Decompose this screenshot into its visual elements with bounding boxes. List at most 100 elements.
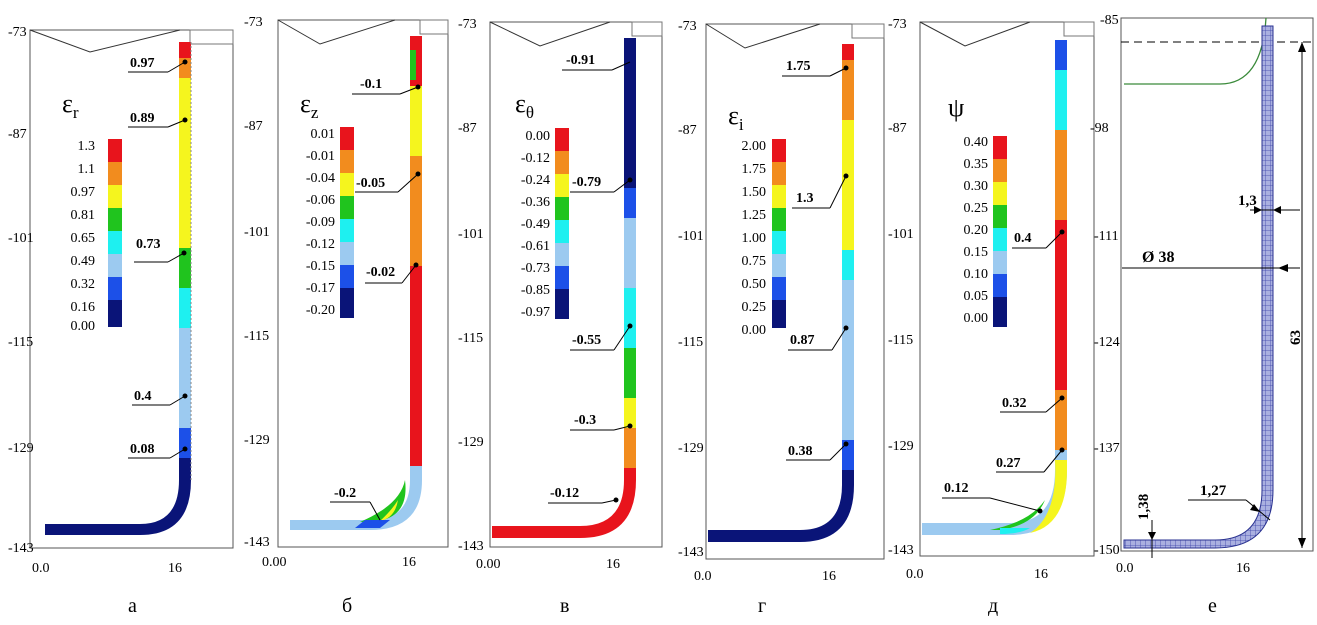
annotation-label: 0.87: [790, 333, 815, 348]
legend-label: -0.04: [306, 171, 335, 186]
legend-swatch: [772, 300, 786, 328]
y-tick: -101: [888, 227, 914, 242]
x-tick: 16: [1034, 567, 1048, 582]
panel-b-band: [410, 86, 422, 156]
dim-label: 1,38: [1136, 494, 1152, 520]
legend-label: 0.40: [964, 135, 989, 150]
y-tick: -115: [8, 335, 33, 350]
x-tick: 0.00: [262, 555, 287, 570]
dim-label: 63: [1288, 330, 1304, 345]
y-tick: -101: [8, 231, 34, 246]
y-tick: -129: [8, 441, 34, 456]
panel-v-band: [624, 398, 636, 428]
legend-label: 0.32: [71, 277, 96, 292]
annotation-label: 0.38: [788, 444, 813, 459]
y-tick: -87: [8, 127, 27, 142]
legend-label: -0.15: [306, 259, 335, 274]
panel-v-frame: [489, 21, 663, 548]
x-tick: 0.0: [1116, 561, 1134, 576]
annotation-label: -0.3: [574, 413, 596, 428]
panel-b-legend: 0.01 -0.01 -0.04 -0.06 -0.09 -0.12 -0.15…: [306, 127, 354, 318]
y-tick: -129: [678, 441, 704, 456]
legend-label: 0.00: [742, 323, 767, 338]
panel-v-band: [624, 288, 636, 348]
legend-swatch: [340, 196, 354, 219]
y-tick: -73: [888, 17, 907, 32]
annotation-label: -0.2: [334, 486, 356, 501]
legend-swatch: [108, 208, 122, 231]
panel-g-band: [842, 280, 854, 440]
panel-d: 0.40 0.35 0.30 0.25 0.20 0.15 0.10 0.05 …: [888, 17, 1095, 617]
legend-swatch: [993, 297, 1007, 327]
x-tick: 0.0: [694, 569, 712, 584]
legend-label: -0.17: [306, 281, 335, 296]
x-tick: 16: [606, 557, 620, 572]
annotation-label: -0.05: [356, 176, 385, 191]
panel-a: 1.3 1.1 0.97 0.81 0.65 0.49 0.32 0.16 0.…: [8, 25, 234, 617]
annotation-label: -0.12: [550, 486, 579, 501]
legend-swatch: [340, 219, 354, 242]
panel-g-legend: 2.00 1.75 1.50 1.25 1.00 0.75 0.50 0.25 …: [742, 139, 786, 338]
panel-e-punch-profile: [1124, 17, 1267, 85]
panel-g: 2.00 1.75 1.50 1.25 1.00 0.75 0.50 0.25 …: [678, 19, 885, 617]
legend-label: 0.49: [71, 254, 96, 269]
panel-g-quantity-symbol: εi: [728, 101, 744, 134]
legend-label: 0.25: [964, 201, 989, 216]
panel-g-band: [842, 440, 854, 470]
panel-e-mesh: [1123, 25, 1274, 549]
y-tick: -137: [1094, 441, 1120, 456]
legend-label: 0.81: [71, 208, 96, 223]
x-tick: 0.00: [476, 557, 501, 572]
y-tick: -115: [888, 333, 913, 348]
panel-d-annotations: 0.4 0.32 0.27 0.12: [942, 229, 1065, 514]
x-tick: 16: [1236, 561, 1250, 576]
y-tick: -73: [678, 19, 697, 34]
panel-a-frame: [29, 29, 234, 549]
legend-swatch: [772, 162, 786, 185]
legend-swatch: [555, 151, 569, 174]
legend-swatch: [772, 277, 786, 300]
legend-label: -0.06: [306, 193, 335, 208]
panel-g-band: [842, 44, 854, 60]
panel-b-bottom: [290, 466, 422, 530]
panel-v-die: [631, 21, 663, 37]
annotation-label: 0.12: [944, 481, 969, 496]
legend-swatch: [108, 139, 122, 162]
panel-a-legend: 1.3 1.1 0.97 0.81 0.65 0.49 0.32 0.16 0.…: [71, 139, 122, 334]
y-tick: -129: [888, 439, 914, 454]
panel-a-annotations: 0.97 0.89 0.73 0.4 0.08: [128, 56, 188, 459]
legend-swatch: [108, 185, 122, 208]
panel-d-band: [1055, 220, 1067, 390]
annotation-label: 0.89: [130, 111, 155, 126]
panel-b-frame: [277, 19, 449, 548]
panel-a-quantity-symbol: εr: [62, 89, 79, 122]
panel-g-annotations: 1.75 1.3 0.87 0.38: [782, 59, 849, 461]
panel-g-die: [851, 23, 885, 39]
panel-b-bottom-band: [355, 520, 390, 528]
legend-swatch: [555, 174, 569, 197]
panel-d-frame: [919, 21, 1095, 557]
annotation-label: -0.02: [366, 265, 395, 280]
panel-a-bottom: [45, 458, 191, 535]
legend-label: 0.00: [71, 319, 96, 334]
legend-label: 0.35: [964, 157, 989, 172]
panel-v-bottom: [492, 468, 636, 538]
legend-label: 0.25: [742, 300, 767, 315]
legend-swatch: [772, 139, 786, 162]
legend-label: -0.97: [521, 305, 550, 320]
legend-label: 0.97: [71, 185, 96, 200]
legend-label: -0.01: [306, 149, 335, 164]
panel-d-quantity-symbol: ψ: [948, 93, 964, 122]
panel-d-bottom-band: [1000, 528, 1030, 534]
panel-v-band: [624, 218, 636, 288]
panel-v-tool: [489, 21, 611, 47]
legend-label: -0.09: [306, 215, 335, 230]
x-tick: 16: [168, 561, 182, 576]
legend-label: 0.50: [742, 277, 767, 292]
legend-label: 0.15: [964, 245, 989, 260]
legend-label: 1.25: [742, 208, 767, 223]
y-tick: -129: [458, 435, 484, 450]
legend-swatch: [772, 254, 786, 277]
legend-swatch: [993, 136, 1007, 159]
panel-b-band: [410, 156, 422, 266]
